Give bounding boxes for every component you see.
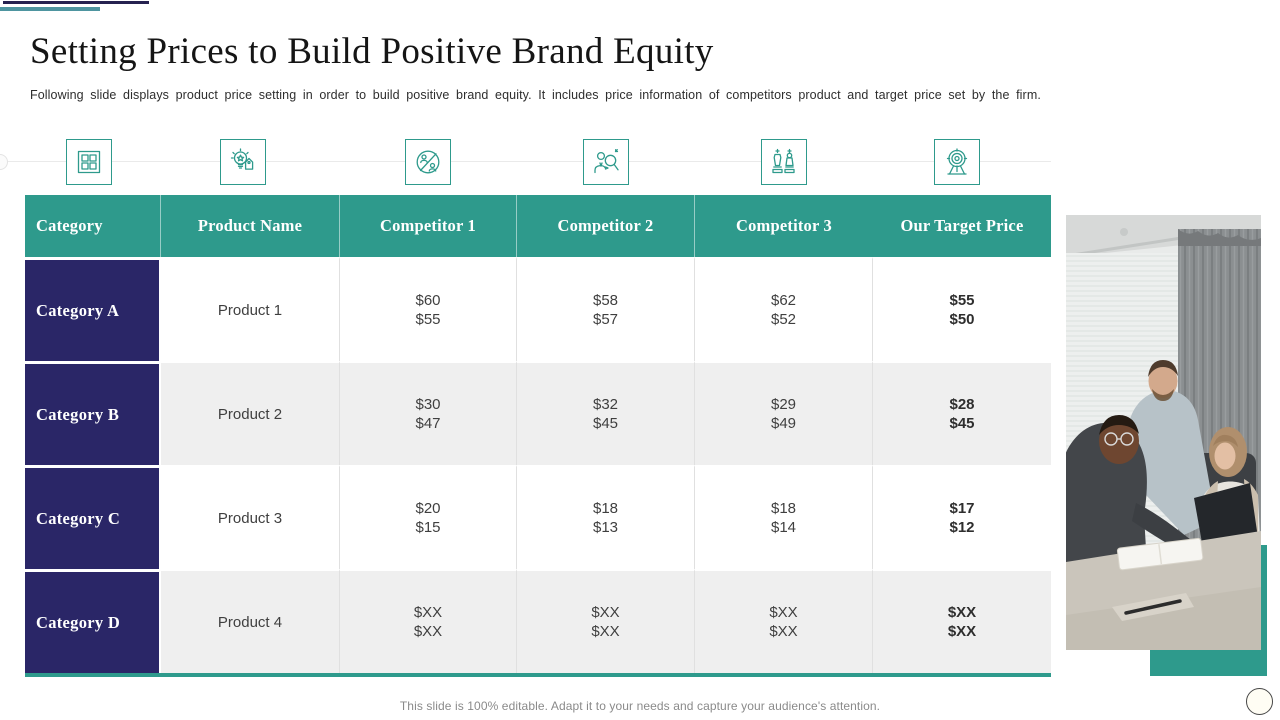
price-line: $XX [769, 623, 798, 640]
category-cell: Category B [25, 361, 161, 465]
price-line: $47 [415, 415, 441, 432]
price-line: $32 [592, 396, 619, 413]
price-line: $XX [413, 623, 443, 640]
price-line: $58 [592, 292, 619, 309]
price-cell: $20 $15 [340, 465, 517, 569]
price-line: $13 [592, 519, 619, 536]
product-cell: Product 2 [161, 361, 340, 465]
target-price-cell: $28 $45 [873, 361, 1051, 465]
price-cell: $30 $47 [340, 361, 517, 465]
price-cell: $32 $45 [517, 361, 695, 465]
price-cell: $58 $57 [517, 257, 695, 361]
price-line: $62 [770, 292, 797, 309]
price-cell: $18 $13 [517, 465, 695, 569]
competitor-compare-icon [405, 139, 451, 185]
price-line: $60 [415, 292, 441, 309]
price-line: $18 [770, 500, 797, 517]
price-cell: $18 $14 [695, 465, 873, 569]
price-line: $14 [770, 519, 797, 536]
product-label: Product 4 [217, 613, 283, 631]
price-line: $28 [949, 396, 975, 413]
target-price-cell: $55 $50 [873, 257, 1051, 361]
top-accent-bar-teal [0, 7, 100, 11]
price-line: $XX [769, 604, 798, 621]
team-photo [1066, 215, 1261, 650]
product-cell: Product 4 [161, 569, 340, 673]
column-header-competitor1: Competitor 1 [340, 195, 517, 257]
product-label: Product 1 [217, 301, 283, 319]
price-line: $57 [592, 311, 619, 328]
category-label: Category A [36, 300, 120, 320]
idea-price-tag-icon [220, 139, 266, 185]
column-header-product: Product Name [161, 195, 340, 257]
price-line: $52 [770, 311, 797, 328]
price-line: $XX [947, 604, 977, 621]
price-cell: $XX $XX [695, 569, 873, 673]
price-cell: $XX $XX [517, 569, 695, 673]
price-line: $49 [770, 415, 797, 432]
price-line: $55 [415, 311, 441, 328]
column-header-target-price: Our Target Price [873, 195, 1051, 257]
footer-note: This slide is 100% editable. Adapt it to… [399, 699, 881, 713]
product-label: Product 2 [217, 405, 283, 423]
price-line: $45 [949, 415, 975, 432]
target-price-cell: $XX $XX [873, 569, 1051, 673]
price-line: $XX [591, 623, 620, 640]
category-cell: Category A [25, 257, 161, 361]
category-label: Category C [36, 508, 121, 528]
product-label: Product 3 [217, 509, 283, 527]
price-line: $15 [415, 519, 441, 536]
price-cell: $29 $49 [695, 361, 873, 465]
price-line: $XX [413, 604, 443, 621]
corner-circle [1246, 688, 1273, 715]
price-line: $XX [591, 604, 620, 621]
top-accent-bar-navy [3, 1, 149, 4]
window-grid-icon [66, 139, 112, 185]
column-header-category: Category [25, 195, 161, 257]
price-line: $29 [770, 396, 797, 413]
price-line: $12 [949, 519, 975, 536]
price-line: $50 [949, 311, 975, 328]
price-line: $XX [947, 623, 977, 640]
price-line: $17 [949, 500, 975, 517]
category-cell: Category D [25, 569, 161, 673]
page-title: Setting Prices to Build Positive Brand E… [30, 31, 714, 72]
price-line: $55 [949, 292, 975, 309]
price-table: Category Product Name Competitor 1 Compe… [25, 195, 1051, 677]
page-subtitle: Following slide displays product price s… [30, 88, 1041, 102]
column-header-target-price: Competitor 3 [695, 195, 873, 257]
product-cell: Product 3 [161, 465, 340, 569]
team-photo-illustration [1066, 215, 1261, 650]
category-label: Category D [36, 612, 121, 632]
category-cell: Category C [25, 465, 161, 569]
product-cell: Product 1 [161, 257, 340, 361]
price-cell: $XX $XX [340, 569, 517, 673]
target-board-icon [934, 139, 980, 185]
price-line: $30 [415, 396, 441, 413]
icon-row-divider [0, 161, 1051, 162]
category-label: Category B [36, 404, 120, 424]
target-price-cell: $17 $12 [873, 465, 1051, 569]
price-cell: $60 $55 [340, 257, 517, 361]
price-cell: $62 $52 [695, 257, 873, 361]
chess-strategy-icon [761, 139, 807, 185]
price-line: $45 [592, 415, 619, 432]
column-header-competitor2: Competitor 2 [517, 195, 695, 257]
left-edge-dot [0, 154, 8, 170]
price-line: $20 [415, 500, 441, 517]
price-line: $18 [592, 500, 619, 517]
customer-search-icon [583, 139, 629, 185]
